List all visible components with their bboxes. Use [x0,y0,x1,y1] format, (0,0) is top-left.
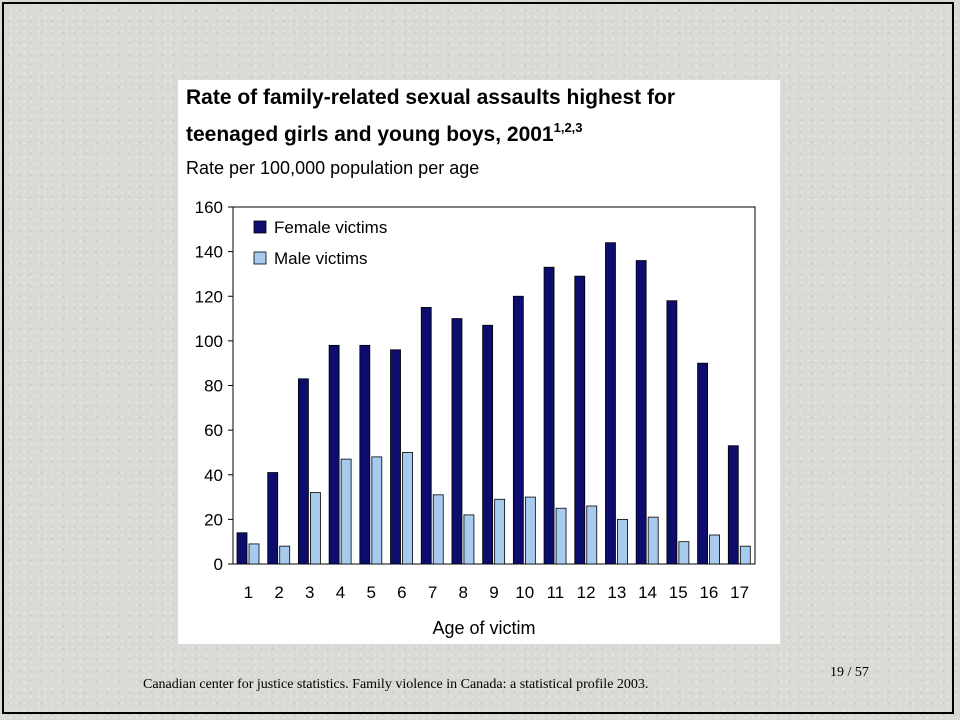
page-current: 19 [830,665,844,680]
chart-title-line2: teenaged girls and young boys, 2001 [186,123,554,146]
x-tick-label: 12 [577,583,596,602]
bar-male [586,505,598,565]
bar-male [310,492,321,565]
bar-male [248,543,260,565]
bar-female [574,275,586,565]
page-number: 19 / 57 [830,665,869,681]
legend-swatch [253,220,267,234]
bar-female [666,300,678,565]
x-tick-label: 10 [515,583,534,602]
bar-female [635,260,647,565]
x-tick-label: 8 [459,583,468,602]
bar-female [328,344,340,565]
bar-female [236,532,248,565]
x-tick-label: 16 [699,583,718,602]
y-tick-label: 20 [204,510,223,529]
bar-male [739,545,751,565]
bar-female [512,295,524,565]
bar-male [709,534,720,565]
x-tick-label: 6 [397,583,406,602]
x-tick-label: 2 [274,583,283,602]
chart-subtitle: Rate per 100,000 population per age [186,158,480,178]
bar-male [524,496,536,565]
x-tick-label: 7 [428,583,437,602]
chart-title: Rate of family-related sexual assaults h… [186,86,675,110]
y-tick-label: 60 [204,421,223,440]
bar-female [298,378,309,565]
bar-male [279,545,291,565]
chart-title-superscript: 1,2,3 [553,120,583,135]
bar-female [359,344,371,565]
y-tick-label: 100 [195,332,223,351]
bar-female [697,362,708,565]
x-tick-label: 14 [638,583,657,602]
x-tick-label: 13 [607,583,626,602]
chart-title-2: teenaged girls and young boys, 20011,2,3 [186,120,583,147]
bar-female [267,472,279,565]
footer-citation: Canadian center for justice statistics. … [143,677,649,692]
bar-female [543,266,555,565]
x-tick-label: 15 [669,583,688,602]
bar-male [555,507,567,565]
chart-title-line1: Rate of family-related sexual assaults h… [186,86,675,109]
x-tick-label: 5 [366,583,375,602]
y-tick-label: 40 [204,466,223,485]
y-tick-label: 140 [195,243,223,262]
bar-male [617,518,628,565]
bar-male [402,452,413,565]
y-tick-label: 160 [195,198,223,217]
page-separator: / [847,665,852,680]
x-tick-label: 1 [244,583,253,602]
x-tick-label: 3 [305,583,314,602]
y-tick-label: 80 [204,377,223,396]
bar-female [727,445,739,565]
x-tick-label: 17 [730,583,749,602]
bar-male [678,541,690,565]
x-tick-label: 11 [547,583,565,602]
bar-female [390,349,401,565]
legend-label: Female victims [274,218,387,237]
bar-male [494,498,506,565]
x-axis-label: Age of victim [432,618,535,638]
bar-male [463,514,475,565]
page-total: 57 [854,665,869,680]
bar-male [371,456,383,565]
x-tick-label: 4 [336,583,345,602]
y-tick-label: 120 [195,287,223,306]
bar-male [432,494,444,565]
bar-female [420,307,432,565]
bar-female [605,242,616,565]
bar-female [451,318,463,565]
bar-male [340,458,352,565]
bar-female [482,324,494,565]
legend-swatch [253,251,267,265]
y-tick-label: 0 [214,555,223,574]
chart-panel: Rate of family-related sexual assaults h… [178,80,780,644]
legend-label: Male victims [274,249,368,268]
bar-male [647,516,659,565]
x-tick-label: 9 [489,583,498,602]
